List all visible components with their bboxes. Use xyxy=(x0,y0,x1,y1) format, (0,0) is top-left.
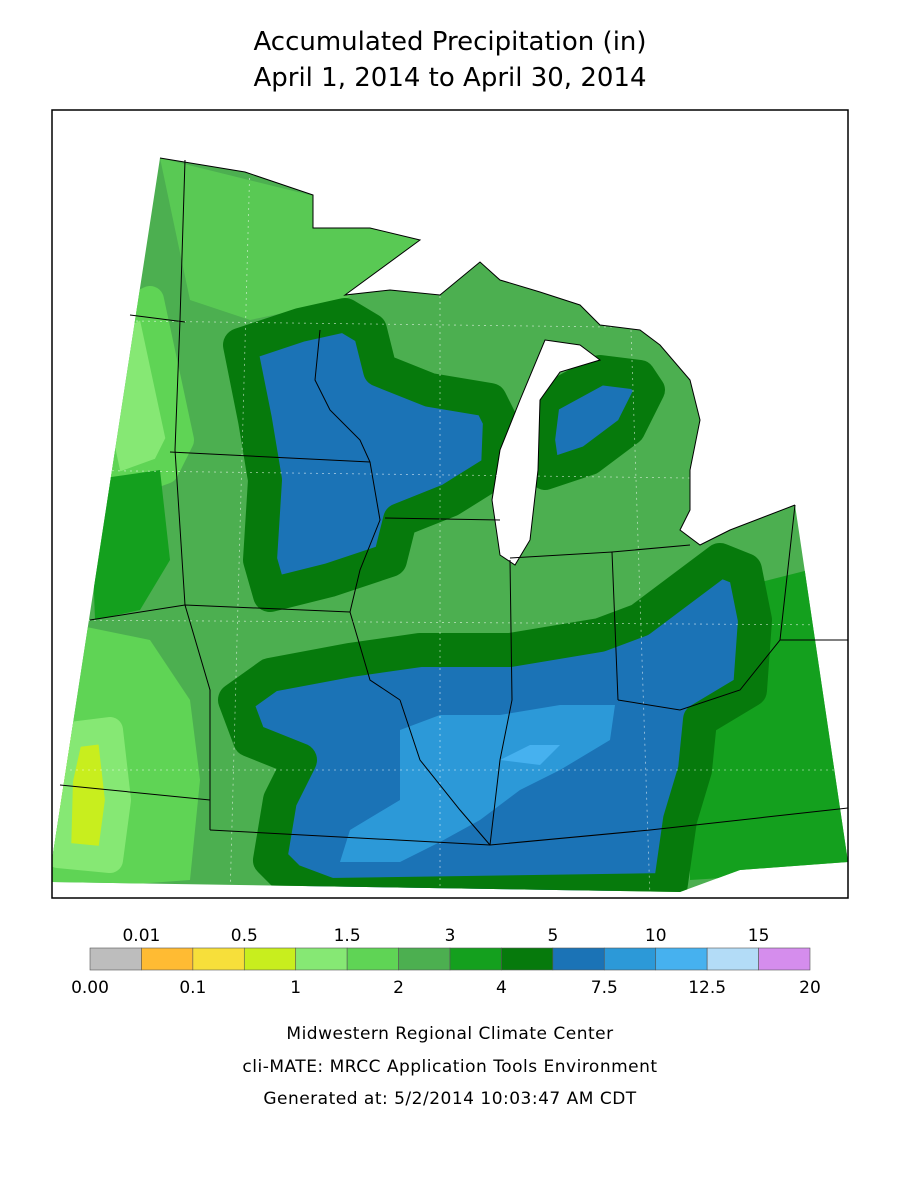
legend-label: 0.00 xyxy=(71,978,109,998)
legend-label: 7.5 xyxy=(591,978,618,998)
legend-swatch xyxy=(295,947,348,971)
title: Accumulated Precipitation (in) xyxy=(253,27,646,57)
legend-label: 5 xyxy=(547,926,558,946)
legend-label: 0.1 xyxy=(179,978,206,998)
legend-label: 3 xyxy=(445,926,456,946)
legend-swatch xyxy=(398,947,451,971)
subtitle: April 1, 2014 to April 30, 2014 xyxy=(253,63,646,93)
legend-label: 2 xyxy=(393,978,404,998)
light-green-zone xyxy=(160,158,420,320)
legend-label: 0.01 xyxy=(122,926,160,946)
legend-swatch xyxy=(655,947,708,971)
legend-swatch xyxy=(346,947,399,971)
blue-zone xyxy=(525,355,665,490)
lighter-blue-zone xyxy=(500,745,560,765)
legend-swatch xyxy=(449,947,502,971)
legend: 0.00 0.01 0.1 0.5 1 1.5 2 3 4 5 7.5 10 12.5 15 20 xyxy=(71,926,821,998)
legend-label: 12.5 xyxy=(688,978,726,998)
legend-label: 1.5 xyxy=(334,926,361,946)
legend-label: 1 xyxy=(290,978,301,998)
light-blue-zone xyxy=(340,705,615,862)
legend-swatch xyxy=(501,947,554,971)
green-zone xyxy=(90,470,170,620)
legend-swatch xyxy=(758,947,811,971)
legend-swatch xyxy=(552,947,605,971)
map xyxy=(51,109,849,899)
lake-michigan xyxy=(491,339,602,566)
legend-label: 0.5 xyxy=(231,926,258,946)
footer-line: Midwestern Regional Climate Center xyxy=(286,1024,613,1044)
legend-swatch xyxy=(603,947,657,971)
legend-swatch xyxy=(89,947,142,971)
legend-swatch xyxy=(243,947,297,971)
legend-label: 15 xyxy=(748,926,770,946)
legend-label: 20 xyxy=(799,978,821,998)
footer-line: cli-MATE: MRCC Application Tools Environ… xyxy=(242,1057,657,1077)
state-borders xyxy=(59,157,849,846)
legend-label: 4 xyxy=(496,978,507,998)
blue-zone xyxy=(223,298,517,612)
map-frame xyxy=(51,109,849,899)
footer-line: Generated at: 5/2/2014 10:03:47 AM CDT xyxy=(263,1089,636,1109)
legend-swatch xyxy=(192,947,245,971)
legend-swatch xyxy=(141,947,194,971)
legend-swatch xyxy=(706,947,759,971)
legend-label: 10 xyxy=(645,926,667,946)
